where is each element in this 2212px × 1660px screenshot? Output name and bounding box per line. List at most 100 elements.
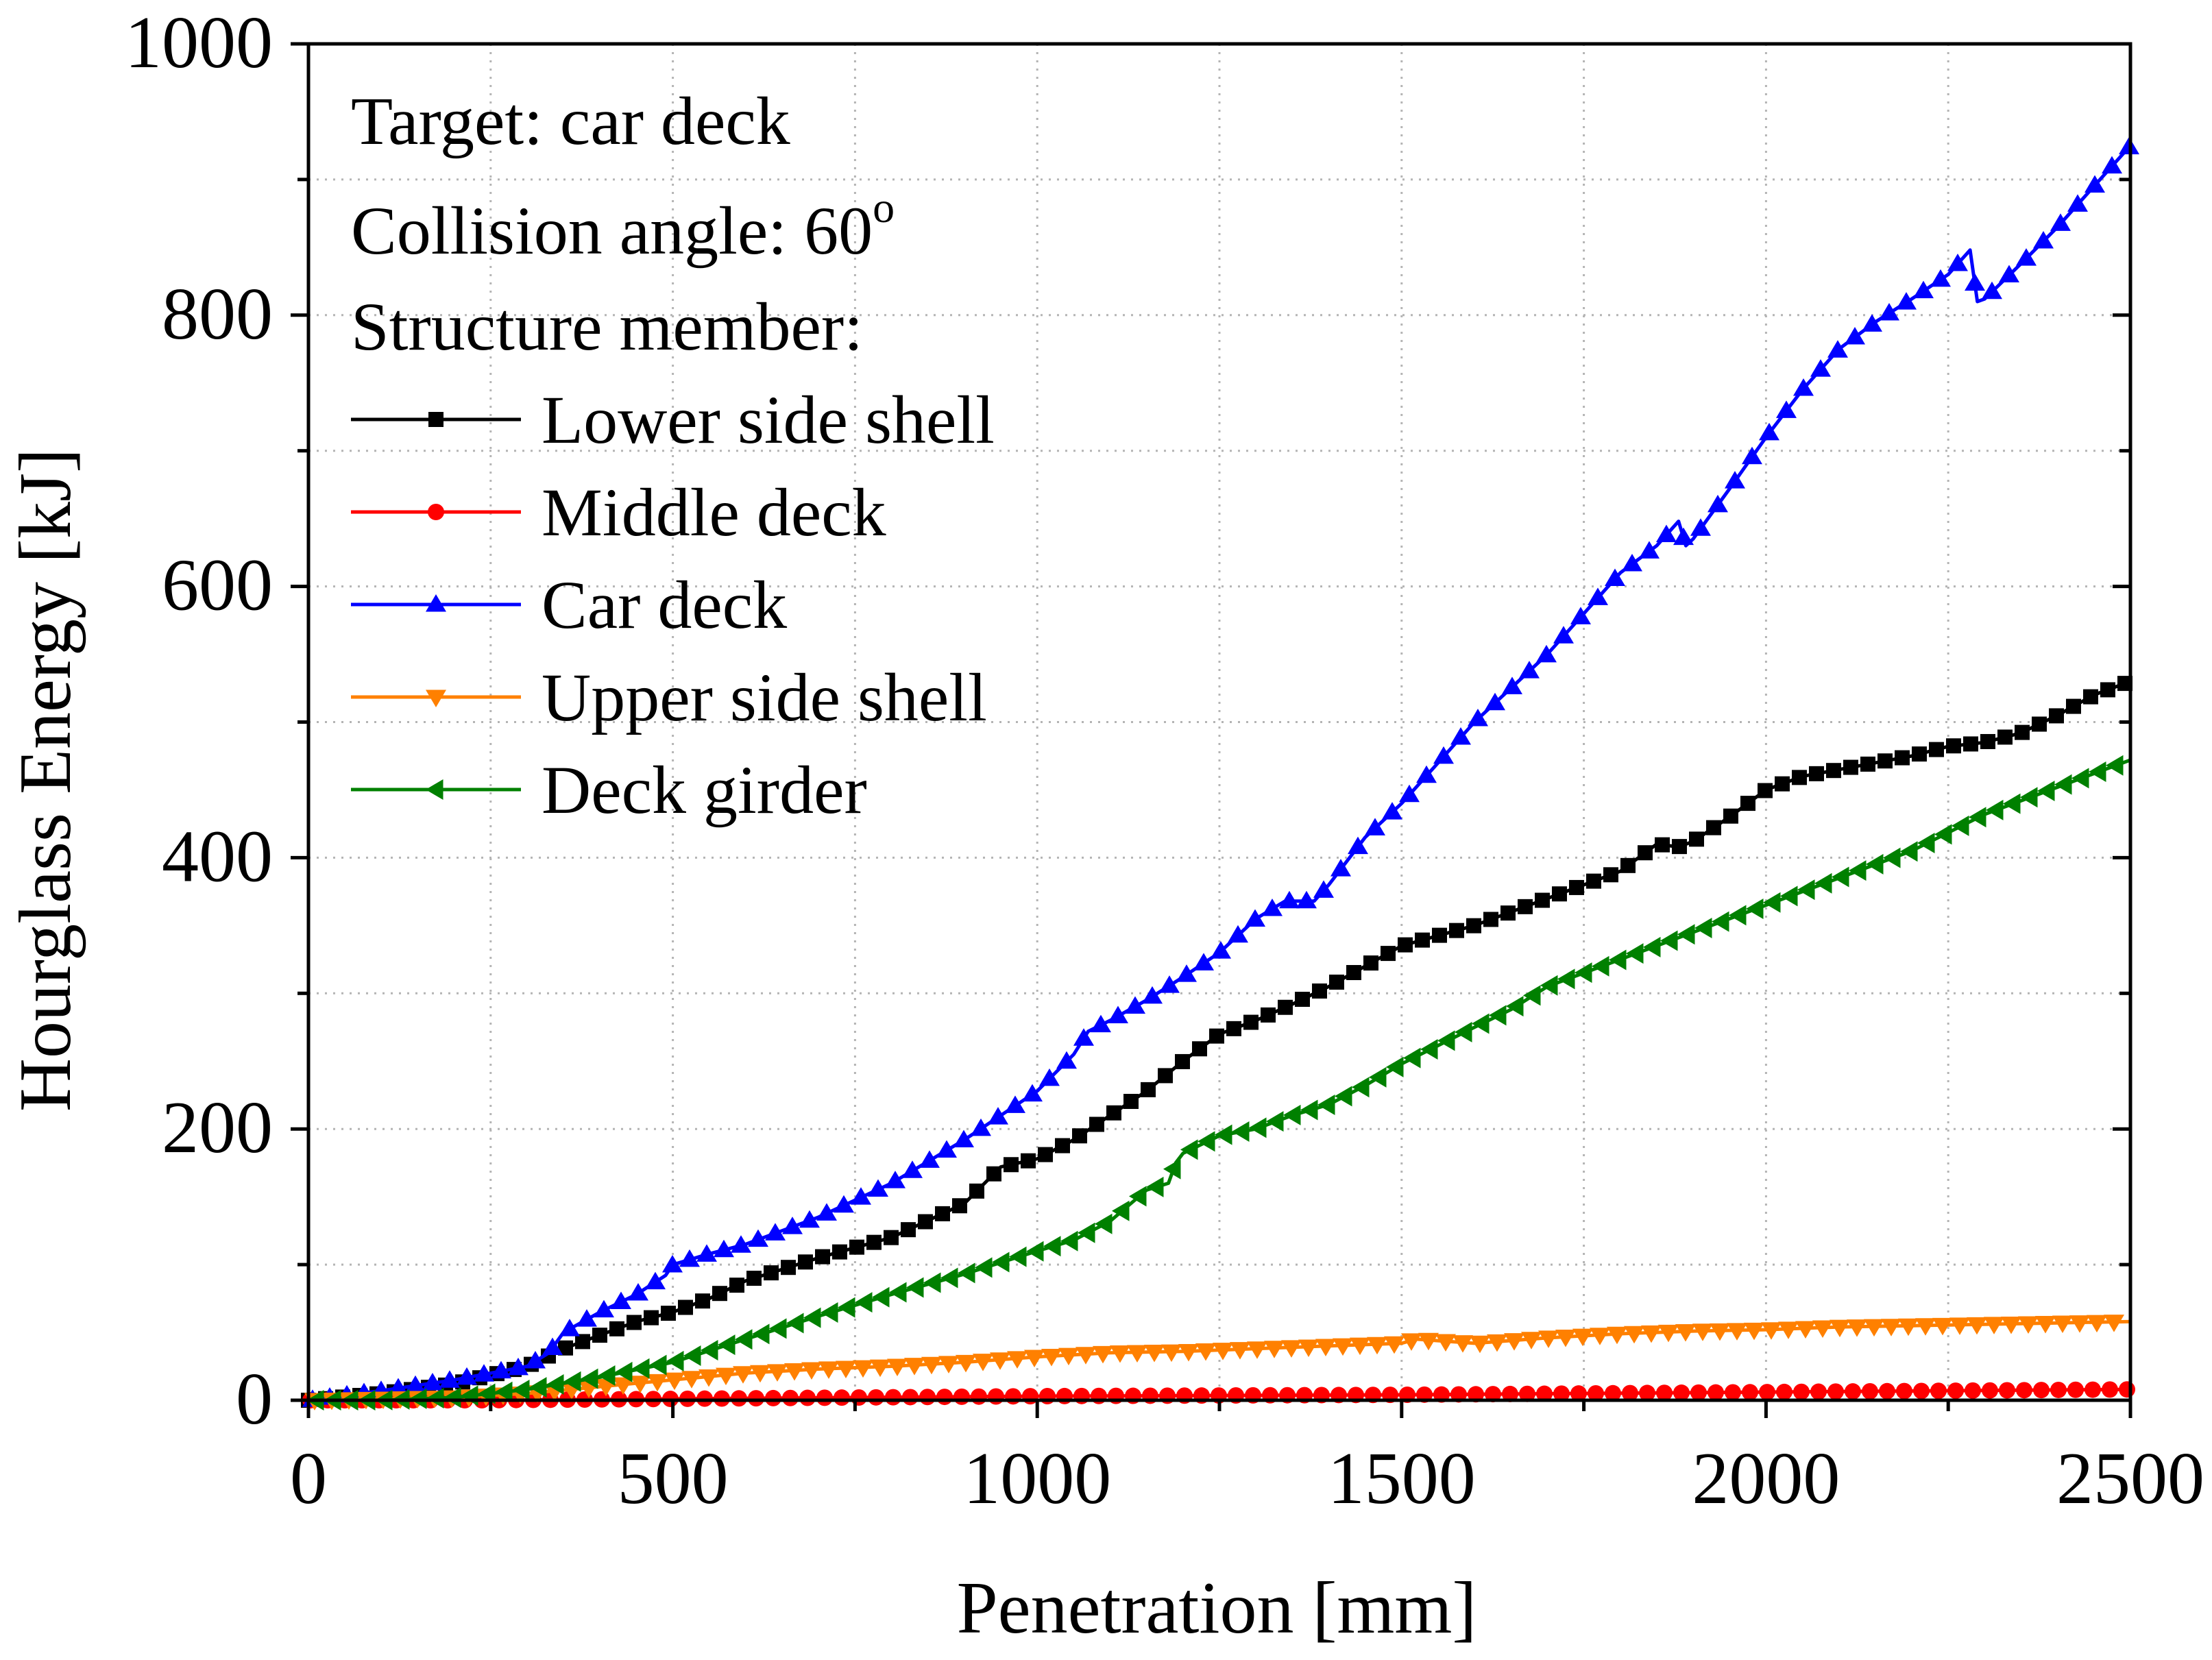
data-point bbox=[1775, 776, 1790, 792]
data-point bbox=[559, 1319, 580, 1336]
data-point bbox=[1056, 1051, 1077, 1069]
data-point bbox=[799, 1389, 816, 1406]
legend-label: Lower side shell bbox=[542, 382, 995, 458]
data-point bbox=[1398, 937, 1413, 953]
data-point bbox=[1759, 1384, 1775, 1401]
data-point bbox=[1723, 808, 1738, 824]
data-point bbox=[1626, 943, 1644, 964]
data-point bbox=[1832, 866, 1849, 888]
data-point bbox=[563, 1371, 581, 1392]
data-point bbox=[1607, 1326, 1627, 1345]
data-point bbox=[1312, 983, 1327, 999]
data-point bbox=[712, 1286, 727, 1302]
data-point bbox=[1740, 796, 1755, 811]
data-point bbox=[1158, 1068, 1173, 1084]
legend-label: Car deck bbox=[542, 567, 787, 643]
data-point bbox=[405, 1375, 426, 1393]
data-point bbox=[1896, 292, 1917, 310]
data-point bbox=[1575, 962, 1592, 984]
data-point bbox=[952, 1198, 967, 1214]
data-point bbox=[1690, 1384, 1707, 1401]
data-point bbox=[986, 1166, 1001, 1182]
data-point bbox=[1793, 1383, 1810, 1400]
data-point bbox=[992, 1252, 1010, 1273]
data-point bbox=[2067, 1381, 2084, 1398]
data-point bbox=[836, 1360, 856, 1379]
data-point bbox=[1215, 1124, 1232, 1145]
data-point bbox=[457, 1367, 477, 1385]
data-point bbox=[918, 1214, 933, 1230]
data-point bbox=[2035, 1316, 2056, 1334]
data-point bbox=[661, 1306, 676, 1321]
data-point bbox=[821, 1302, 838, 1323]
data-point bbox=[2071, 768, 2089, 789]
annotation-block: Target: car deck Collision angle: 60o St… bbox=[351, 83, 895, 365]
data-point bbox=[733, 1366, 753, 1384]
data-point bbox=[1590, 1328, 1610, 1345]
data-point bbox=[1624, 1326, 1644, 1344]
data-point bbox=[1639, 1384, 1655, 1402]
data-point bbox=[1982, 1382, 1998, 1399]
data-point bbox=[1763, 892, 1781, 913]
data-point bbox=[990, 1352, 1010, 1370]
data-point bbox=[1913, 280, 1934, 299]
data-point bbox=[1707, 494, 1728, 513]
data-point bbox=[1845, 1383, 1861, 1400]
annotation-angle-text: Collision angle: 60 bbox=[351, 193, 873, 269]
data-point bbox=[872, 1286, 890, 1308]
data-point bbox=[1315, 1339, 1336, 1357]
data-point bbox=[649, 1354, 667, 1376]
data-point bbox=[1317, 1095, 1335, 1116]
data-point bbox=[786, 1313, 804, 1334]
data-point bbox=[1761, 1322, 1782, 1340]
data-point bbox=[644, 1310, 659, 1326]
data-point bbox=[729, 1278, 744, 1293]
data-point bbox=[902, 1389, 919, 1406]
data-point bbox=[935, 1206, 950, 1221]
data-point bbox=[1609, 949, 1627, 971]
data-point bbox=[1792, 770, 1807, 785]
data-point bbox=[866, 1234, 882, 1250]
data-point bbox=[1639, 541, 1660, 559]
data-point bbox=[1793, 378, 1814, 396]
data-point bbox=[851, 1389, 867, 1406]
x-axis-title: Penetration [mm] bbox=[957, 1567, 1477, 1649]
data-point bbox=[975, 1257, 993, 1278]
data-point bbox=[558, 1340, 573, 1356]
data-point bbox=[698, 1369, 719, 1387]
data-point bbox=[764, 1265, 779, 1281]
data-point bbox=[1296, 890, 1317, 909]
data-point bbox=[609, 1321, 624, 1336]
data-point bbox=[576, 1309, 597, 1327]
data-point bbox=[1984, 1317, 2004, 1334]
data-point bbox=[1535, 892, 1550, 908]
data-point bbox=[1093, 1345, 1113, 1364]
data-point bbox=[1330, 859, 1351, 877]
data-point bbox=[889, 1282, 907, 1303]
data-point bbox=[1403, 1047, 1421, 1069]
data-point bbox=[799, 1210, 820, 1228]
data-point bbox=[1433, 746, 1454, 764]
data-point bbox=[1502, 676, 1522, 694]
data-point bbox=[816, 1389, 833, 1406]
data-point bbox=[647, 1374, 668, 1392]
data-point bbox=[1455, 1021, 1472, 1042]
data-point bbox=[746, 1271, 762, 1286]
data-point bbox=[1776, 1383, 1792, 1400]
data-point bbox=[735, 1329, 753, 1350]
legend-item: Lower side shell bbox=[351, 382, 995, 458]
data-point bbox=[1810, 1383, 1827, 1400]
data-point bbox=[1620, 857, 1636, 873]
legend-marker bbox=[426, 689, 446, 707]
data-point bbox=[1026, 1241, 1044, 1262]
data-point bbox=[1091, 1014, 1111, 1033]
data-point bbox=[781, 1260, 796, 1275]
data-point bbox=[798, 1254, 813, 1270]
data-point bbox=[782, 1389, 799, 1406]
data-point bbox=[627, 1315, 642, 1330]
legend-label: Middle deck bbox=[542, 474, 886, 550]
data-point bbox=[714, 1390, 730, 1407]
legend-marker bbox=[426, 779, 443, 800]
data-point bbox=[884, 1230, 899, 1245]
annotation-collision-angle: Collision angle: 60o bbox=[351, 183, 895, 269]
